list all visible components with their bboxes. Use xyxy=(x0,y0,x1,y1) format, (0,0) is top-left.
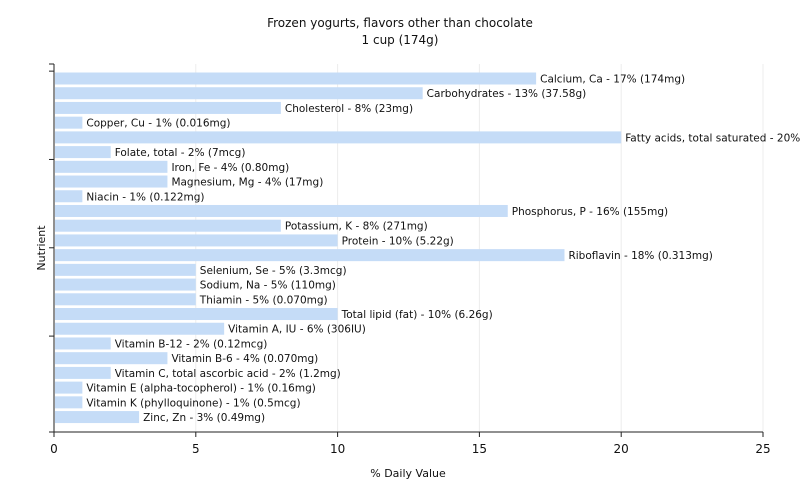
bar-label-18: Vitamin B-12 - 2% (0.12mcg) xyxy=(115,338,268,350)
chart-subtitle: 1 cup (174g) xyxy=(362,33,439,47)
bar-label-6: Iron, Fe - 4% (0.80mg) xyxy=(171,162,289,174)
x-axis-label: % Daily Value xyxy=(370,467,446,480)
bar-label-19: Vitamin B-6 - 4% (0.070mg) xyxy=(171,353,318,365)
bar-7 xyxy=(55,175,168,188)
bar-17 xyxy=(55,322,225,335)
bar-1 xyxy=(55,87,423,100)
bar-label-12: Riboflavin - 18% (0.313mg) xyxy=(568,250,712,262)
x-tick-label-2: 10 xyxy=(330,442,345,456)
bar-label-13: Selenium, Se - 5% (3.3mcg) xyxy=(200,265,347,277)
bar-label-0: Calcium, Ca - 17% (174mg) xyxy=(540,74,685,86)
data-labels: Calcium, Ca - 17% (174mg) Carbohydrates -… xyxy=(86,74,800,425)
bar-18 xyxy=(55,337,111,350)
bar-label-10: Potassium, K - 8% (271mg) xyxy=(285,221,428,233)
bar-23 xyxy=(55,411,140,424)
bar-label-14: Sodium, Na - 5% (110mg) xyxy=(200,280,336,292)
bar-19 xyxy=(55,352,168,365)
bar-label-11: Protein - 10% (5.22g) xyxy=(342,235,454,247)
bar-16 xyxy=(55,308,338,321)
bar-10 xyxy=(55,219,281,232)
x-tick-label-1: 5 xyxy=(192,442,200,456)
bar-8 xyxy=(55,190,83,203)
bar-9 xyxy=(55,204,508,217)
bar-21 xyxy=(55,381,83,394)
bar-15 xyxy=(55,293,196,306)
bar-label-17: Vitamin A, IU - 6% (306IU) xyxy=(228,324,366,336)
bar-label-3: Copper, Cu - 1% (0.016mg) xyxy=(86,118,230,130)
bar-label-1: Carbohydrates - 13% (37.58g) xyxy=(427,88,587,100)
gridlines xyxy=(195,64,764,432)
bar-22 xyxy=(55,396,83,409)
y-axis-label: Nutrient xyxy=(35,225,48,271)
x-tick-label-5: 25 xyxy=(755,442,770,456)
bar-label-9: Phosphorus, P - 16% (155mg) xyxy=(512,206,668,218)
bar-2 xyxy=(55,101,281,114)
bar-4 xyxy=(55,131,622,144)
axes: 0 5 10 15 20 25 xyxy=(49,63,771,456)
bar-label-5: Folate, total - 2% (7mcg) xyxy=(115,147,246,159)
bar-label-20: Vitamin C, total ascorbic acid - 2% (1.2… xyxy=(115,368,341,380)
bar-label-7: Magnesium, Mg - 4% (17mg) xyxy=(171,177,323,189)
bar-12 xyxy=(55,249,565,262)
bar-label-23: Zinc, Zn - 3% (0.49mg) xyxy=(143,412,265,424)
bar-label-21: Vitamin E (alpha-tocopherol) - 1% (0.16m… xyxy=(86,383,315,395)
bar-label-8: Niacin - 1% (0.122mg) xyxy=(86,191,204,203)
x-tick-label-0: 0 xyxy=(50,442,58,456)
chart-title: Frozen yogurts, flavors other than choco… xyxy=(267,16,533,30)
bar-5 xyxy=(55,146,111,159)
bar-11 xyxy=(55,234,338,247)
bar-label-2: Cholesterol - 8% (23mg) xyxy=(285,103,413,115)
bars xyxy=(55,72,622,424)
bar-0 xyxy=(55,72,537,85)
x-tick-label-4: 20 xyxy=(614,442,629,456)
bar-6 xyxy=(55,160,168,173)
bar-label-22: Vitamin K (phylloquinone) - 1% (0.5mcg) xyxy=(86,397,300,409)
bar-20 xyxy=(55,366,111,379)
bar-14 xyxy=(55,278,196,291)
bar-label-16: Total lipid (fat) - 10% (6.26g) xyxy=(341,309,493,321)
bar-label-15: Thiamin - 5% (0.070mg) xyxy=(199,294,328,306)
x-tick-label-3: 15 xyxy=(472,442,487,456)
bar-label-4: Fatty acids, total saturated - 20% (4.04… xyxy=(625,132,800,144)
bar-3 xyxy=(55,116,83,129)
bar-13 xyxy=(55,263,196,276)
